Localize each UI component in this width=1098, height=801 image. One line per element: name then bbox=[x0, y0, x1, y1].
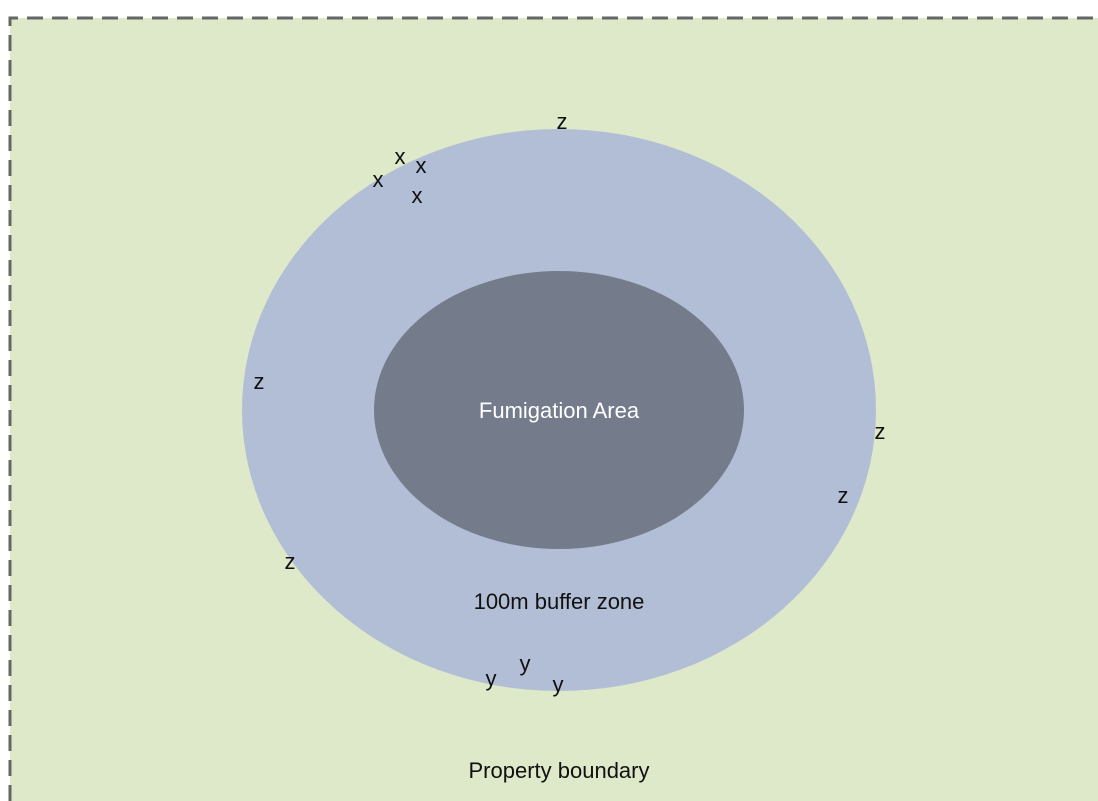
buffer-label: 100m buffer zone bbox=[474, 589, 645, 614]
marker: z bbox=[254, 369, 265, 394]
fumigation-label: Fumigation Area bbox=[479, 398, 640, 423]
marker: z bbox=[557, 109, 568, 134]
marker: x bbox=[373, 167, 384, 192]
property-label: Property boundary bbox=[469, 758, 650, 783]
marker: y bbox=[520, 651, 531, 676]
marker: z bbox=[285, 549, 296, 574]
property-boundary-line bbox=[8, 16, 1098, 801]
marker: x bbox=[416, 153, 427, 178]
marker: z bbox=[838, 483, 849, 508]
marker: y bbox=[553, 672, 564, 697]
marker: x bbox=[395, 144, 406, 169]
marker: x bbox=[412, 183, 423, 208]
fumigation-area bbox=[374, 271, 744, 549]
marker: z bbox=[875, 419, 886, 444]
marker: y bbox=[486, 666, 497, 691]
